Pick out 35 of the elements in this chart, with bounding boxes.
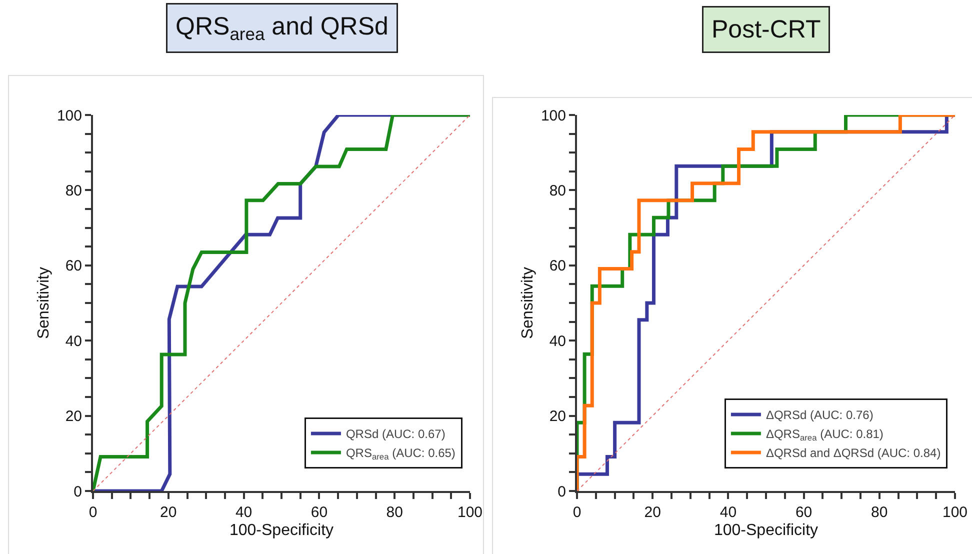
y-axis-title: Sensitivity: [519, 266, 536, 340]
x-tick-label: 80: [386, 504, 403, 521]
y-tick-label: 40: [549, 332, 566, 350]
x-tick-label: 20: [160, 504, 177, 521]
legend-label: ΔQRS$_{area}$ (AUC: 0.81): [766, 427, 884, 443]
x-tick-label: 0: [88, 504, 98, 521]
y-tick-label: 100: [56, 107, 82, 124]
y-tick-label: 60: [65, 258, 82, 275]
y-tick-label: 0: [558, 483, 566, 500]
legend-label: ΔQRSd (AUC: 0.76): [766, 408, 874, 422]
y-tick-label: 80: [65, 182, 82, 200]
legend-label: ΔQRSd and ΔQRSd (AUC: 0.84): [766, 446, 941, 460]
y-axis-title: Sensitivity: [35, 266, 52, 340]
y-tick-label: 40: [65, 332, 82, 350]
legend-label: QRSd (AUC: 0.67): [346, 427, 446, 442]
y-tick-label: 60: [549, 258, 566, 275]
y-tick-label: 0: [74, 483, 82, 500]
x-tick-label: 20: [644, 504, 661, 521]
legend-label: QRS$_{area}$ (AUC: 0.65): [346, 446, 456, 462]
x-tick-label: 100: [457, 504, 483, 521]
y-tick-label: 80: [549, 182, 566, 200]
x-axis-title: 100-Specificity: [714, 522, 818, 540]
x-tick-label: 0: [572, 504, 582, 521]
y-tick-label: 20: [65, 408, 82, 426]
y-tick-label: 20: [549, 408, 566, 426]
x-tick-label: 100: [942, 504, 968, 521]
x-tick-label: 40: [720, 504, 737, 521]
x-tick-label: 60: [795, 504, 812, 521]
x-tick-label: 60: [310, 504, 328, 521]
x-tick-label: 80: [871, 504, 888, 521]
chart-title: QRS$_{area}$ and QRSd: [176, 12, 388, 44]
x-axis-title: 100-Specificity: [229, 522, 334, 540]
x-tick-label: 40: [235, 504, 252, 521]
chart-title: Post-CRT: [712, 16, 821, 44]
y-tick-label: 100: [540, 107, 566, 124]
